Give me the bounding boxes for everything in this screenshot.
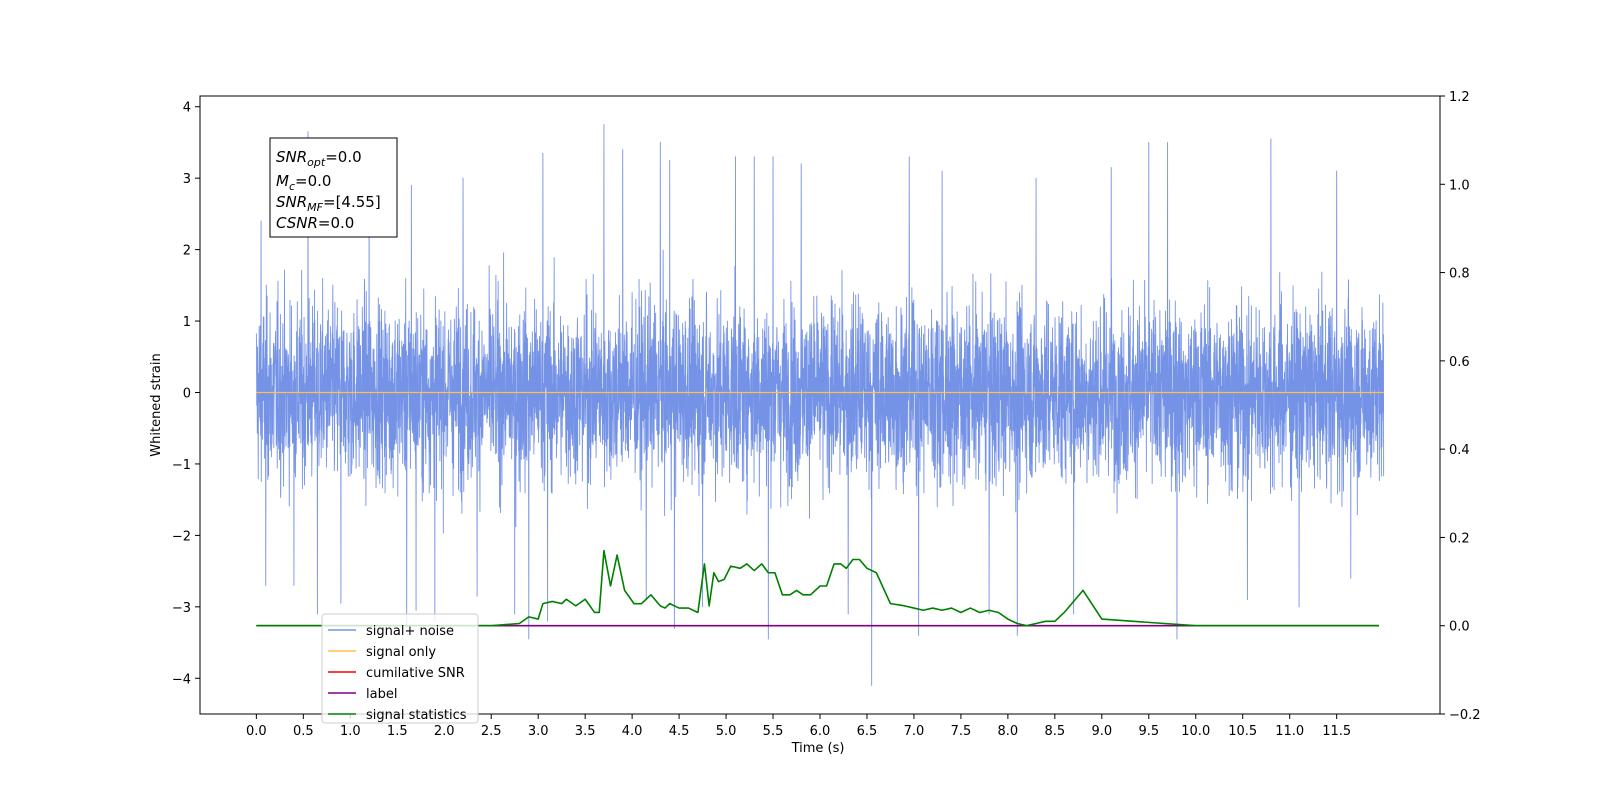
x-tick-label: 5.0 [716, 724, 737, 739]
legend-frame [321, 613, 479, 724]
y-axis-label: Whitened strain [149, 353, 164, 456]
x-tick-label: 10.5 [1228, 724, 1257, 739]
x-tick-label: 2.0 [434, 724, 455, 739]
y-tick-label: 0 [183, 386, 191, 401]
y2-tick-label: 1.0 [1449, 178, 1470, 193]
series-layer [255, 124, 1385, 686]
y-axis-right: 1.2 1.0 0.8 0.6 0.4 0.2 0.0 −0.2 [1440, 90, 1481, 723]
y-tick-label: −3 [172, 601, 191, 616]
x-axis: 0.0 0.5 1.0 1.5 2.0 2.5 3.0 3.5 4.0 4.5 5.0 5.5 6.0 6… [246, 714, 1351, 739]
series-signal-noise-line [255, 124, 1385, 686]
x-tick-label: 1.5 [387, 724, 408, 739]
legend-label: signal+ noise [366, 624, 454, 639]
x-tick-label: 0.5 [293, 724, 314, 739]
legend-label: label [366, 687, 397, 702]
y-axis-left: 4 3 2 1 0 −1 −2 −3 −4 [172, 101, 200, 687]
x-tick-label: 3.5 [575, 724, 596, 739]
y2-tick-label: 0.4 [1449, 443, 1470, 458]
x-tick-label: 4.0 [622, 724, 643, 739]
x-tick-label: 11.5 [1322, 724, 1351, 739]
legend-label: signal only [366, 645, 436, 660]
x-tick-label: 3.0 [528, 724, 549, 739]
y2-tick-label: 0.8 [1449, 267, 1470, 282]
annotation-box: SNRopt=0.0 Mc=0.0 SNRMF=[4.55] CSNR=0.0 [269, 137, 398, 238]
x-tick-label: 8.5 [1045, 724, 1066, 739]
x-tick-label: 6.5 [857, 724, 878, 739]
annotation-frame [269, 137, 398, 238]
x-tick-label: 4.5 [669, 724, 690, 739]
y2-tick-label: 0.2 [1449, 531, 1470, 546]
y-tick-label: −2 [172, 529, 191, 544]
x-tick-label: 7.5 [951, 724, 972, 739]
x-tick-label: 0.0 [246, 724, 267, 739]
x-tick-label: 11.0 [1275, 724, 1304, 739]
x-tick-label: 8.0 [998, 724, 1019, 739]
y2-tick-label: 1.2 [1449, 90, 1470, 105]
legend-label: signal statistics [366, 708, 467, 723]
legend: signal+ noise signal only cumilative SNR la… [321, 613, 479, 724]
y-tick-label: −4 [172, 672, 191, 687]
annotation-csnr: CSNR=0.0 [276, 214, 354, 232]
annotation-snr-opt: SNRopt=0.0 [276, 148, 362, 169]
annotation-snr-mf: SNRMF=[4.55] [276, 193, 381, 214]
y-tick-label: 2 [183, 244, 191, 259]
y-tick-label: 3 [183, 172, 191, 187]
y-tick-label: 1 [183, 315, 191, 330]
y2-tick-label: 0.6 [1449, 355, 1470, 370]
series-signal-statistics-line [256, 549, 1379, 627]
x-tick-label: 7.0 [904, 724, 925, 739]
x-tick-label: 9.5 [1138, 724, 1159, 739]
y2-tick-label: 0.0 [1449, 620, 1470, 635]
x-axis-label: Time (s) [791, 741, 845, 756]
x-tick-label: 10.0 [1181, 724, 1210, 739]
annotation-mc: Mc=0.0 [276, 172, 331, 193]
x-tick-label: 2.5 [481, 724, 502, 739]
legend-label: cumilative SNR [366, 666, 465, 681]
y2-tick-label: −0.2 [1449, 708, 1481, 723]
x-tick-label: 9.0 [1091, 724, 1112, 739]
x-tick-label: 5.5 [763, 724, 784, 739]
x-tick-label: 6.0 [810, 724, 831, 739]
x-tick-label: 1.0 [340, 724, 361, 739]
y-tick-label: 4 [183, 101, 191, 116]
y-tick-label: −1 [172, 458, 191, 473]
